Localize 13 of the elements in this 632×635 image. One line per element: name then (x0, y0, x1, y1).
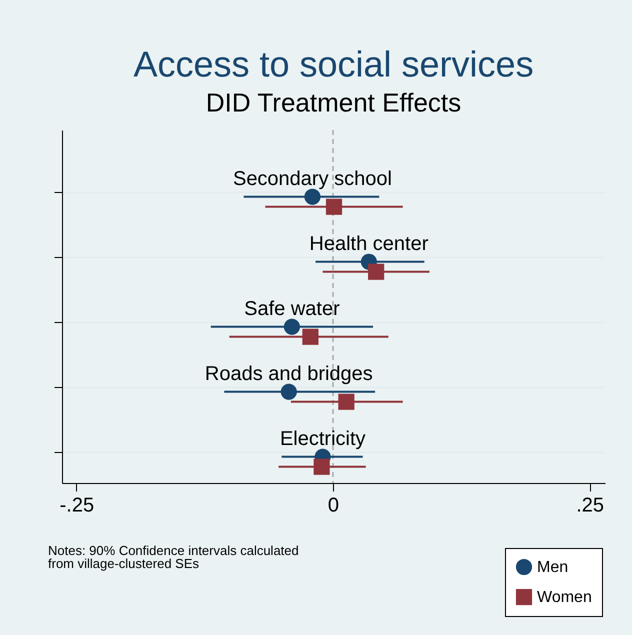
y-tick-label: Safe water (244, 298, 340, 320)
text: Notes: 90% Confidence intervals calculated from village-clustered SEs (48, 543, 299, 571)
x-tick-label: -.25 (60, 494, 94, 516)
y-tick-label: Roads and bridges (204, 362, 373, 385)
legend-label: Men (537, 559, 568, 576)
x-tick-label: 0 (328, 494, 340, 516)
legend-label: Women (537, 589, 592, 606)
y-tick-label: Electricity (280, 428, 366, 450)
y-tick-label: Secondary school (232, 168, 392, 190)
chart-subtitle: DID Treatment Effects (206, 87, 462, 118)
chart-title: Access to social services (133, 43, 534, 84)
x-tick-label: .25 (576, 494, 604, 516)
y-tick-label: Health center (309, 232, 429, 255)
